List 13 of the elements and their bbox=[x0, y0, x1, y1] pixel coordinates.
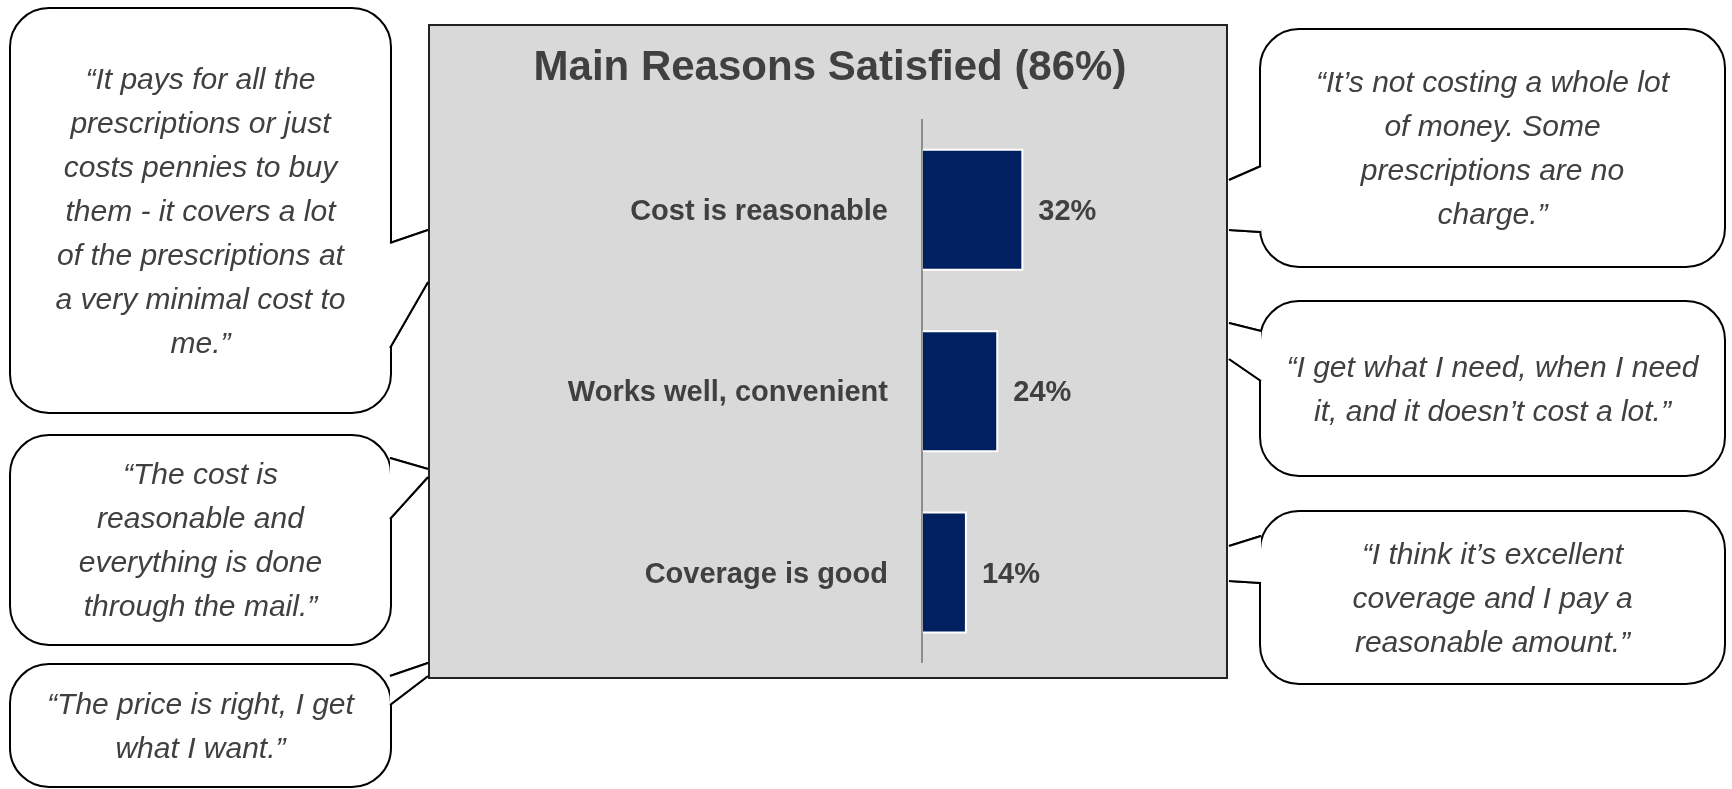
speech-bubble: “The cost is reasonable and everything is done through the mail.” bbox=[9, 434, 392, 646]
speech-bubble: “I think it’s excellent coverage and I pay a reasonable amount.” bbox=[1259, 510, 1726, 685]
data-label: 32% bbox=[1038, 193, 1097, 226]
chart-title: Main Reasons Satisfied (86%) bbox=[532, 42, 1128, 90]
speech-bubble: “It’s not costing a whole lot of money. Some prescriptions are no charge.” bbox=[1259, 28, 1726, 268]
speech-bubble: “The price is right, I get what I want.” bbox=[9, 663, 392, 788]
y-tick-label: Works well, convenient bbox=[567, 375, 889, 408]
y-tick-label: Coverage is good bbox=[644, 556, 888, 589]
data-label: 24% bbox=[1013, 375, 1072, 408]
data-label: 14% bbox=[981, 556, 1041, 589]
speech-bubble: “I get what I need, when I need it, and it doesn’t cost a lot.” bbox=[1259, 300, 1726, 477]
speech-bubble: “It pays for all the prescriptions or just costs pennies to buy them - it covers a lot of the prescriptions at a very minimal cost to me.” bbox=[9, 7, 392, 414]
y-tick-label: Cost is reasonable bbox=[630, 193, 888, 226]
